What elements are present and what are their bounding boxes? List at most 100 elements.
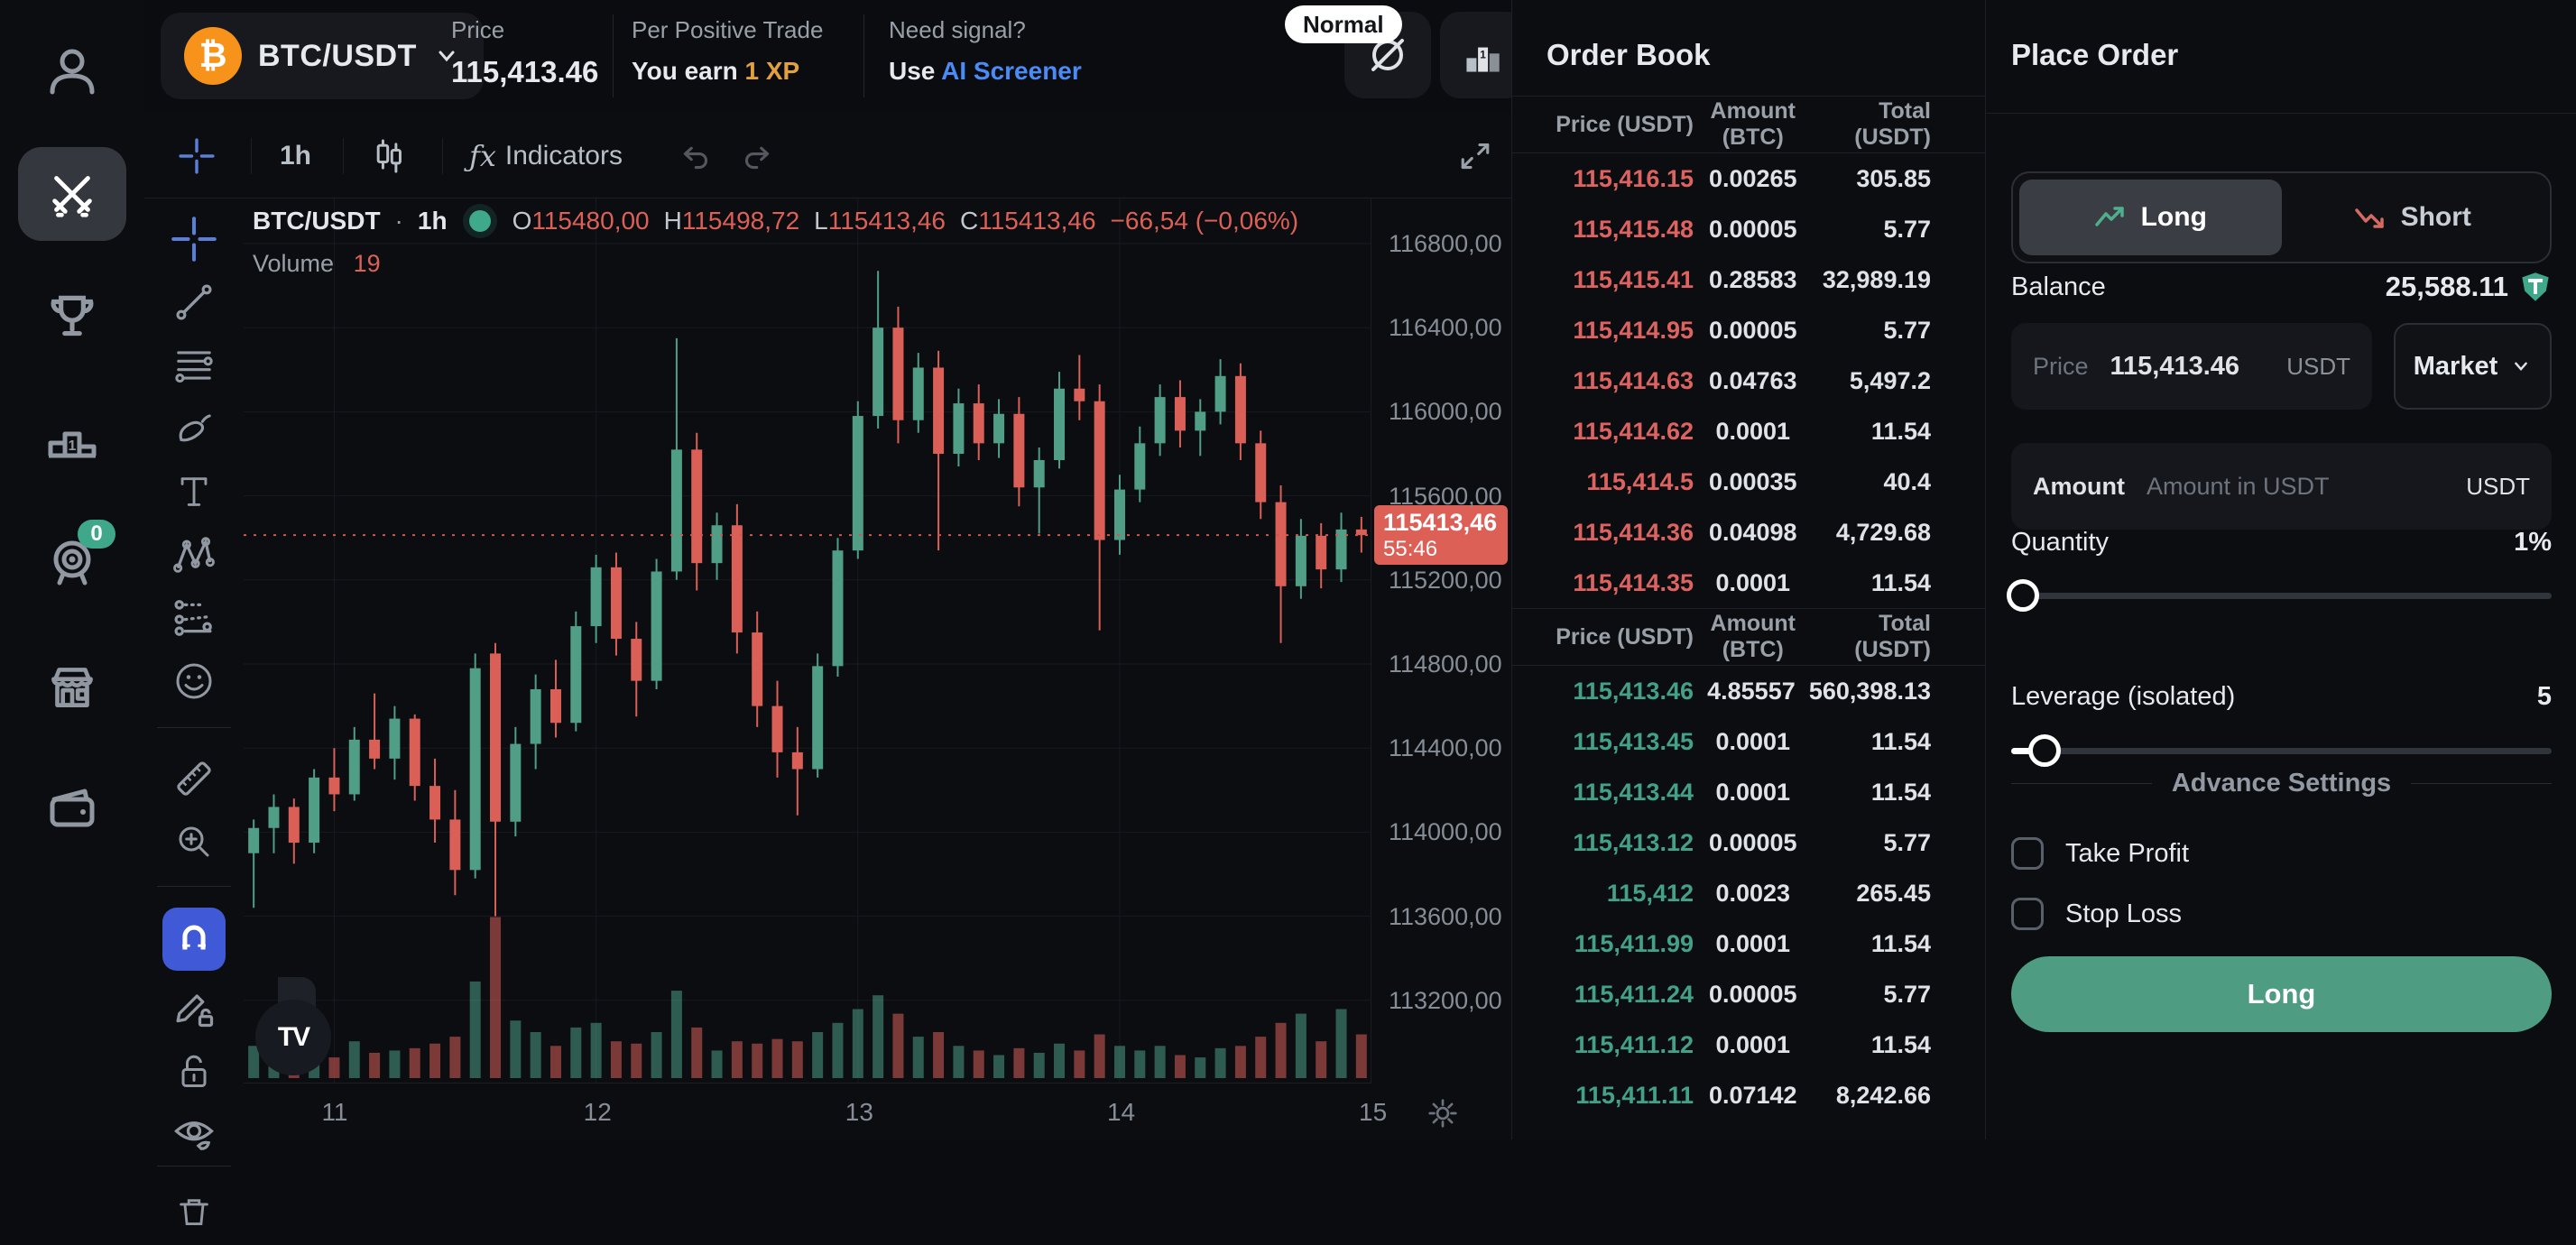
- sidebar-item-missions[interactable]: 0: [0, 520, 144, 592]
- stop-loss-checkbox[interactable]: [2011, 898, 2044, 930]
- sidebar-item-trophy[interactable]: [0, 287, 144, 346]
- ask-row[interactable]: 115,416.15 0.00265 305.85: [1512, 153, 1985, 204]
- sidebar-item-wallet[interactable]: [0, 779, 144, 837]
- pencil-lock-icon: [176, 994, 214, 1028]
- bid-row[interactable]: 115,413.45 0.0001 11.54: [1512, 716, 1985, 767]
- bid-row[interactable]: 115,411.99 0.0001 11.54: [1512, 918, 1985, 969]
- balance-row: Balance 25,588.11: [2011, 271, 2552, 303]
- submit-long-button[interactable]: Long: [2011, 956, 2552, 1032]
- hide-drawings-button[interactable]: [162, 1102, 226, 1166]
- total-cell: 11.54: [1870, 727, 1931, 755]
- quantity-slider[interactable]: [2007, 577, 2552, 613]
- trash-icon: [180, 1199, 208, 1225]
- ask-row[interactable]: 115,414.62 0.0001 11.54: [1512, 406, 1985, 456]
- measure-button[interactable]: [162, 747, 226, 810]
- amount-cell: 0.00005: [1708, 316, 1797, 344]
- amount-cell: 0.0001: [1715, 568, 1791, 596]
- bid-row[interactable]: 115,411.11 0.07142 8,242.66: [1512, 1070, 1985, 1120]
- slider-thumb[interactable]: [2007, 579, 2039, 612]
- amount-cell: 0.04098: [1708, 518, 1797, 546]
- xp-value: 1 XP: [744, 57, 800, 85]
- fx-icon: ƒx: [469, 138, 496, 173]
- bid-row[interactable]: 115,413.12 0.00005 5.77: [1512, 817, 1985, 868]
- fib-retracement-button[interactable]: [162, 334, 226, 397]
- slider-track: [2011, 748, 2552, 754]
- amount-cell: 0.04763: [1708, 366, 1797, 394]
- fullscreen-button[interactable]: [1457, 113, 1493, 198]
- ohlc-close-label: C: [960, 207, 979, 235]
- crosshair-draw-button[interactable]: [162, 208, 226, 271]
- sidebar-item-trade[interactable]: [18, 147, 126, 241]
- price-cell: 115,411.99: [1574, 929, 1694, 957]
- interval-button[interactable]: 1h: [280, 113, 311, 198]
- eye-icon: [174, 1121, 214, 1150]
- price-axis[interactable]: 115413,46 55:46 116800,00 116400,00 116000…: [1372, 198, 1511, 1083]
- ohlc-high-label: H: [663, 207, 682, 235]
- trend-line-button[interactable]: [162, 271, 226, 334]
- amount-input[interactable]: Amount Amount in USDT USDT: [2011, 443, 2552, 530]
- ai-screener-link[interactable]: AI Screener: [941, 57, 1082, 85]
- bid-row[interactable]: 115,411.24 0.00005 5.77: [1512, 969, 1985, 1019]
- volume-legend: Volume 19: [253, 250, 381, 278]
- bids-list: 115,413.46 4.85557 560,398.13 115,413.45 0.0…: [1512, 666, 1985, 1120]
- total-cell: 11.54: [1870, 417, 1931, 445]
- price-input[interactable]: Price 115,413.46 USDT: [2011, 323, 2372, 410]
- market-status-dot: [468, 210, 491, 232]
- svg-text:1: 1: [69, 438, 77, 454]
- ohlc-high-value: 115498,72: [681, 207, 800, 235]
- amount-cell: 0.00005: [1708, 980, 1797, 1008]
- magnet-button[interactable]: [162, 908, 226, 971]
- xabcd-pattern-button[interactable]: [162, 523, 226, 586]
- ask-row[interactable]: 115,415.48 0.00005 5.77: [1512, 204, 1985, 254]
- sidebar-item-leaderboard[interactable]: 1: [0, 410, 144, 468]
- zoom-in-button[interactable]: [162, 810, 226, 873]
- ask-row[interactable]: 115,414.63 0.04763 5,497.2: [1512, 355, 1985, 406]
- lock-all-button[interactable]: [162, 1039, 226, 1102]
- amount-cell: 0.0001: [1715, 778, 1791, 806]
- person-icon: [50, 49, 95, 95]
- order-type-select[interactable]: Market: [2394, 323, 2552, 410]
- redo-button[interactable]: [740, 113, 776, 198]
- total-cell: 5.77: [1883, 316, 1931, 344]
- take-profit-checkbox[interactable]: [2011, 837, 2044, 870]
- indicators-button[interactable]: ƒx Indicators: [469, 113, 623, 198]
- remove-drawings-button[interactable]: [162, 1182, 226, 1245]
- ask-row[interactable]: 115,414.36 0.04098 4,729.68: [1512, 507, 1985, 558]
- chart-panel: 1h ƒx Indicators: [144, 113, 1511, 1225]
- chart-plot-area[interactable]: [244, 198, 1371, 1083]
- slider-thumb[interactable]: [2027, 734, 2061, 767]
- bid-row[interactable]: 115,413.44 0.0001 11.54: [1512, 767, 1985, 817]
- price-axis-label: 116000,00: [1389, 398, 1502, 426]
- bid-row[interactable]: 115,413.46 4.85557 560,398.13: [1512, 666, 1985, 716]
- bid-row[interactable]: 115,411.12 0.0001 11.54: [1512, 1019, 1985, 1070]
- emoji-button[interactable]: [162, 650, 226, 713]
- xp-title: Per Positive Trade: [632, 16, 824, 43]
- bid-row[interactable]: 115,412 0.0023 265.45: [1512, 868, 1985, 918]
- take-profit-row[interactable]: Take Profit: [2011, 837, 2189, 870]
- trend-line-icon: [176, 284, 212, 320]
- pair-selector[interactable]: ₿ BTC/USDT: [161, 13, 484, 99]
- ask-row[interactable]: 115,414.5 0.00035 40.4: [1512, 456, 1985, 507]
- tab-short[interactable]: Short: [2282, 180, 2544, 255]
- ask-row[interactable]: 115,415.41 0.28583 32,989.19: [1512, 254, 1985, 305]
- price-axis-label: 114400,00: [1389, 734, 1502, 762]
- sidebar-item-store[interactable]: [0, 657, 144, 716]
- undo-button[interactable]: [677, 113, 713, 198]
- forecast-button[interactable]: [162, 586, 226, 650]
- tab-long[interactable]: Long: [2019, 180, 2282, 255]
- text-tool-button[interactable]: [162, 460, 226, 523]
- drawing-lock-button[interactable]: [162, 976, 226, 1039]
- price-cell: 115,413.46: [1573, 677, 1694, 705]
- ask-row[interactable]: 115,414.35 0.0001 11.54: [1512, 558, 1985, 608]
- crosshair-tool-button[interactable]: [177, 113, 217, 198]
- ask-row[interactable]: 115,414.95 0.00005 5.77: [1512, 305, 1985, 355]
- stop-loss-row[interactable]: Stop Loss: [2011, 898, 2182, 930]
- crossed-swords-icon: [52, 176, 92, 217]
- leverage-slider[interactable]: [2011, 733, 2552, 769]
- time-axis[interactable]: 11 12 13 14 15: [244, 1083, 1387, 1139]
- axis-settings-button[interactable]: [1426, 1096, 1460, 1130]
- sidebar-item-profile[interactable]: [0, 43, 144, 101]
- chart-style-button[interactable]: [370, 113, 408, 198]
- toolbar-separator: [251, 138, 252, 174]
- brush-button[interactable]: [162, 397, 226, 460]
